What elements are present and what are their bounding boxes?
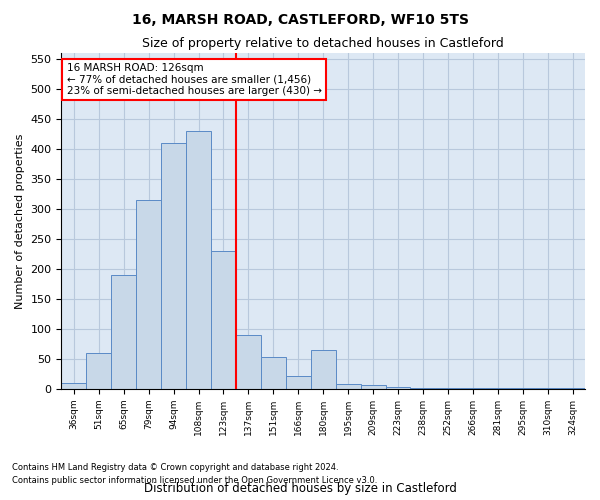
Bar [485,388,510,389]
Bar [61,383,86,389]
Text: Contains public sector information licensed under the Open Government Licence v3: Contains public sector information licen… [12,476,377,485]
Bar [386,386,410,389]
Bar [535,388,560,389]
Bar [286,376,311,389]
Bar [236,335,261,389]
Bar [86,353,111,389]
Text: 16, MARSH ROAD, CASTLEFORD, WF10 5TS: 16, MARSH ROAD, CASTLEFORD, WF10 5TS [131,12,469,26]
Text: Distribution of detached houses by size in Castleford: Distribution of detached houses by size … [143,482,457,495]
Bar [361,386,386,389]
Bar [261,357,286,389]
Text: 16 MARSH ROAD: 126sqm
← 77% of detached houses are smaller (1,456)
23% of semi-d: 16 MARSH ROAD: 126sqm ← 77% of detached … [67,63,322,96]
Bar [311,350,335,389]
Text: Contains HM Land Registry data © Crown copyright and database right 2024.: Contains HM Land Registry data © Crown c… [12,464,338,472]
Bar [211,251,236,389]
Bar [186,131,211,389]
Bar [410,388,436,389]
Bar [136,200,161,389]
Bar [436,388,460,389]
Bar [560,388,585,389]
Bar [460,388,485,389]
Bar [335,384,361,389]
Bar [510,388,535,389]
Y-axis label: Number of detached properties: Number of detached properties [15,134,25,308]
Bar [111,275,136,389]
Bar [161,143,186,389]
Title: Size of property relative to detached houses in Castleford: Size of property relative to detached ho… [142,38,504,51]
